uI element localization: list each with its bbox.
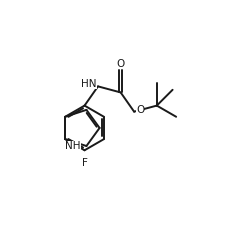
Text: NH: NH <box>65 141 81 151</box>
Text: O: O <box>117 59 125 69</box>
Text: O: O <box>136 105 144 115</box>
Text: HN: HN <box>81 79 97 89</box>
Text: F: F <box>82 158 87 168</box>
